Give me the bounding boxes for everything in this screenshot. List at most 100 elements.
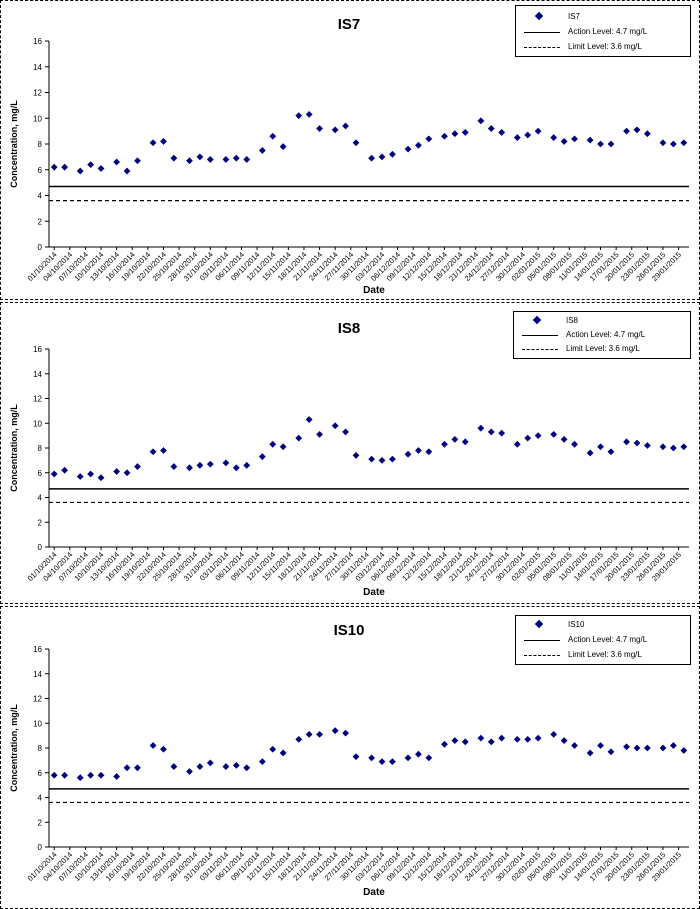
legend-label-is8: IS8 [566,316,579,325]
data-point-is8 [50,470,58,478]
y-tick-label-is8: 16 [33,345,42,354]
data-point-is8 [415,447,422,454]
data-point-is7 [560,138,568,145]
data-point-is10 [404,754,412,762]
data-point-is8 [87,470,95,478]
data-point-is10 [378,758,386,766]
data-point-is8 [368,455,376,463]
chart-title-is10: IS10 [334,622,365,639]
data-point-is10 [50,771,58,779]
legend-limit-label-is7: Limit Level: 3.6 mg/L [568,42,642,51]
data-point-is8 [389,455,396,463]
y-tick-label-is8: 12 [33,395,42,404]
data-point-is7 [477,117,485,125]
data-point-is8 [633,439,641,447]
data-point-is8 [160,447,167,454]
data-point-is10 [498,734,506,742]
data-point-is8 [571,440,578,448]
data-point-is7 [461,129,469,136]
data-point-is8 [295,434,303,442]
data-point-is7 [50,163,58,171]
data-point-is7 [524,131,532,139]
data-point-is7 [597,140,604,148]
data-point-is8 [342,428,349,436]
data-point-is7 [441,132,448,140]
y-tick-label-is10: 12 [33,695,42,704]
data-point-is10 [643,744,651,752]
data-point-is8 [378,456,386,464]
data-point-is7 [659,139,667,147]
data-point-is8 [61,466,69,474]
data-point-is8 [498,429,506,437]
x-axis-label-is8: Date [363,587,385,598]
chart-legend-is8: IS8 Action Level: 4.7 mg/L Limit Level: … [513,311,691,359]
data-point-is8 [305,416,313,423]
data-point-is7 [513,134,521,141]
y-tick-label-is10: 2 [38,818,43,827]
data-point-is8 [597,443,604,451]
chart-title-is7: IS7 [338,16,361,33]
legend-action-line-is7 [524,32,560,33]
data-point-is8 [623,438,630,446]
data-point-is10 [97,771,105,779]
data-point-is10 [513,735,521,743]
data-point-is8 [451,435,459,443]
legend-action-label-is8: Action Level: 4.7 mg/L [566,330,646,339]
data-point-is10 [659,744,667,752]
data-point-is8 [269,440,277,448]
y-tick-label-is10: 14 [33,670,42,679]
data-point-is8 [659,443,667,451]
legend-action-line-is10 [524,640,560,641]
data-point-is8 [477,424,485,432]
y-tick-label-is8: 2 [38,518,43,527]
y-tick-label-is7: 16 [33,37,42,46]
data-point-is7 [243,156,251,163]
data-point-is10 [76,774,84,782]
data-point-is8 [425,448,433,456]
data-point-is8 [352,452,360,459]
data-point-is10 [222,763,230,770]
data-point-is7 [415,141,422,149]
data-point-is8 [534,432,542,440]
data-point-is7 [451,130,459,138]
data-point-is10 [134,764,141,772]
data-point-is8 [134,463,141,470]
data-point-is8 [513,440,521,448]
y-tick-label-is10: 8 [38,744,43,753]
data-point-is7 [170,154,178,162]
data-point-is10 [534,734,542,742]
data-point-is7 [134,157,141,165]
chart-panel-is10: IS10 0 2 4 6 8 10 12 14 16 Concentration, mg/L 01/1… [0,606,700,909]
data-point-is7 [196,153,204,161]
data-point-is10 [425,754,433,762]
legend-marker-is7 [534,11,544,21]
y-tick-label-is7: 8 [38,140,43,149]
data-point-is7 [368,154,376,162]
data-point-is10 [243,764,251,772]
data-point-is8 [607,448,615,456]
chart-title-is8: IS8 [338,320,361,337]
data-point-is7 [487,125,495,132]
data-point-is10 [160,745,167,753]
y-tick-label-is10: 6 [38,769,43,778]
y-tick-label-is7: 6 [38,166,43,175]
data-point-is10 [586,749,594,757]
y-tick-label-is7: 10 [33,114,42,123]
data-point-is10 [368,754,376,762]
data-point-is10 [623,743,630,751]
data-point-is10 [305,730,313,738]
y-tick-label-is7: 12 [33,89,42,98]
data-point-is7 [404,145,412,153]
data-point-is7 [279,143,287,150]
data-point-is10 [571,742,578,749]
legend-label-is10: IS10 [568,620,585,629]
data-point-is7 [149,139,157,147]
data-point-is7 [76,167,84,175]
data-point-is8 [487,428,495,436]
data-point-is7 [378,153,386,161]
data-point-is10 [123,764,131,772]
data-point-is8 [243,461,251,469]
data-point-is7 [607,140,615,148]
data-point-is7 [123,167,131,175]
